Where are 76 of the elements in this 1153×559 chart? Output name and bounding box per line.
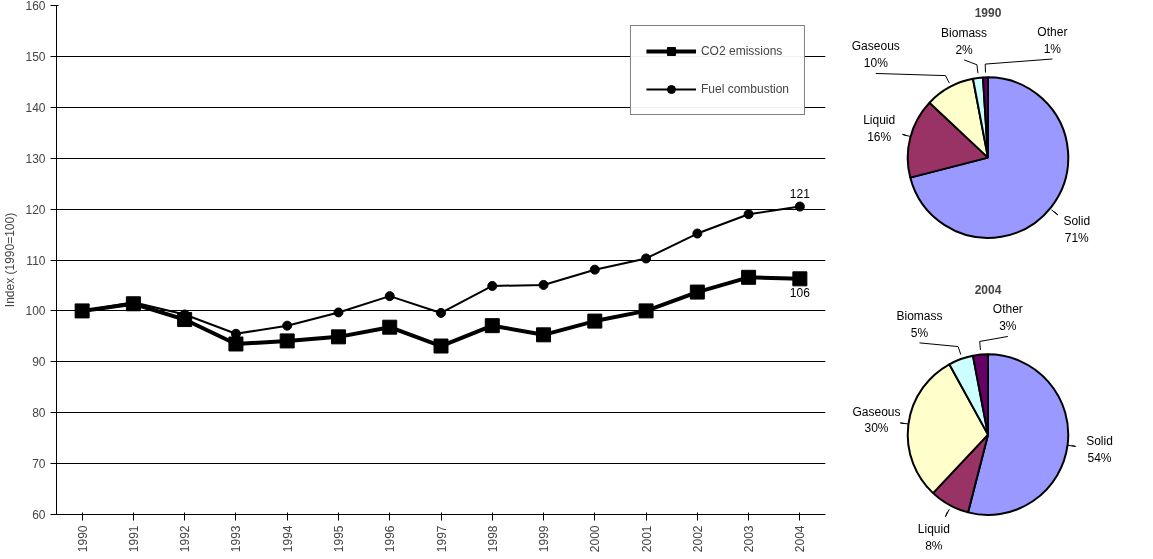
point [638, 303, 654, 319]
chart-title: 1990 [974, 5, 1002, 20]
point [436, 307, 446, 318]
x-tick-label: 1999 [537, 525, 552, 553]
slice-label: Biomass [896, 308, 943, 323]
y-tick-label: 60 [32, 508, 46, 522]
data-label: 10% [863, 56, 889, 71]
point [487, 280, 498, 291]
y-tick-label: 120 [25, 202, 46, 217]
point [279, 333, 295, 349]
y-tick-label: 90 [32, 355, 46, 370]
slice-label: Liquid [917, 522, 950, 537]
data-label: 1% [1043, 41, 1062, 56]
point [228, 336, 244, 352]
point [792, 271, 808, 287]
x-tick-label: 2001 [639, 525, 654, 553]
x-tick-label: 1998 [485, 525, 500, 553]
slice-label: Solid [1086, 433, 1113, 448]
point [741, 269, 757, 285]
x-tick-label: 1995 [331, 525, 346, 553]
point [589, 264, 600, 275]
data-label: 54% [1087, 450, 1112, 465]
point [536, 327, 552, 343]
data-label: 3% [999, 319, 1017, 334]
data-label: 106 [789, 285, 811, 300]
data-label: 71% [1064, 231, 1090, 245]
data-label: 121 [789, 186, 811, 201]
y-tick-label: 100 [25, 304, 46, 319]
point [538, 279, 549, 290]
x-tick-label: 2002 [690, 525, 705, 553]
y-tick-label: 110 [26, 253, 46, 268]
data-label: 5% [910, 325, 929, 340]
point [794, 201, 805, 212]
point [587, 313, 603, 329]
point [641, 253, 652, 264]
data-label: 2% [955, 42, 974, 57]
x-tick-label: 2000 [588, 525, 603, 553]
slice-label: Other [992, 302, 1023, 317]
point [382, 319, 398, 335]
data-label: 8% [925, 538, 943, 553]
point [282, 320, 293, 331]
y-tick-label: 160 [25, 0, 46, 13]
point [692, 228, 703, 239]
x-tick-label: 1997 [434, 525, 449, 553]
x-tick-label: 2003 [742, 525, 757, 553]
data-label: 30% [864, 421, 889, 436]
y-tick-label: 130 [25, 151, 46, 166]
point [333, 307, 344, 318]
legend-label: CO2 emissions [700, 44, 783, 58]
x-tick-label: 1991 [126, 525, 141, 553]
y-tick-label: 80 [32, 406, 46, 421]
y-tick-label: 150 [25, 49, 46, 64]
x-tick-label: 1990 [75, 525, 90, 553]
x-tick-label: 1993 [229, 525, 244, 553]
y-axis-title: Index (1990=100) [3, 212, 18, 308]
slice-label: Other [1037, 24, 1068, 39]
slice-label: Gaseous [851, 39, 900, 54]
x-tick-label: 1994 [280, 525, 295, 553]
point [384, 291, 395, 302]
point [433, 338, 449, 354]
y-tick-label: 70 [32, 457, 46, 472]
y-tick-label: 140 [25, 100, 46, 115]
slice-label: Liquid [863, 113, 896, 128]
x-tick-label: 1992 [178, 525, 193, 553]
x-tick-label: 2004 [793, 525, 808, 553]
data-label: 16% [867, 129, 892, 144]
point [743, 209, 754, 220]
slice-label: Solid [1063, 214, 1091, 229]
slice-label: Biomass [941, 25, 988, 40]
chart-title: 2004 [974, 282, 1002, 297]
point [689, 284, 705, 300]
slice-label: Gaseous [852, 404, 901, 419]
legend-label: Fuel combustion [700, 82, 789, 96]
x-tick-label: 1996 [383, 525, 398, 553]
point [330, 329, 346, 345]
point [484, 318, 500, 334]
